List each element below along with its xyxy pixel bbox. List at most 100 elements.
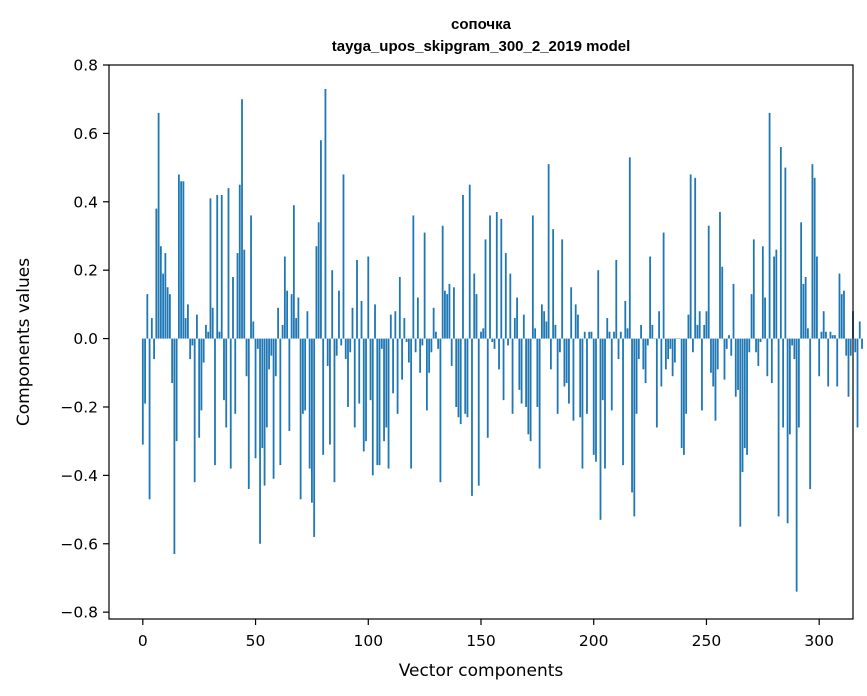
bar <box>522 314 525 339</box>
bar <box>676 338 679 340</box>
bar <box>410 338 413 469</box>
bar <box>595 338 597 462</box>
bar <box>615 259 618 339</box>
bar <box>333 338 336 483</box>
chart-subtitle: tayga_upos_skipgram_300_2_2019 model <box>332 38 631 55</box>
bar <box>407 338 410 363</box>
bar <box>511 338 514 414</box>
bar <box>414 338 417 353</box>
bar <box>613 331 615 339</box>
bar <box>491 338 494 342</box>
bar <box>441 225 444 339</box>
bar <box>791 338 794 346</box>
bar <box>637 338 640 360</box>
bar <box>689 174 692 339</box>
bar <box>838 273 841 339</box>
bar <box>439 338 442 483</box>
bar <box>274 338 277 377</box>
bar <box>624 300 627 339</box>
y-tick-label: 0.4 <box>73 193 98 211</box>
bar <box>453 287 455 339</box>
bar <box>816 256 818 339</box>
bar <box>710 338 712 373</box>
bar <box>220 194 223 339</box>
bar <box>730 338 733 356</box>
bar <box>739 338 742 527</box>
bar <box>329 338 331 445</box>
bar <box>423 232 426 339</box>
bar <box>256 338 259 349</box>
bar <box>728 335 730 339</box>
y-tick-label: −0.6 <box>60 535 98 553</box>
bar <box>795 338 798 592</box>
bar <box>448 283 451 339</box>
bar <box>288 338 291 431</box>
bar <box>698 311 701 339</box>
bar <box>430 338 433 353</box>
x-axis-label: Vector components <box>399 661 564 681</box>
bar <box>362 338 365 452</box>
bar <box>590 331 593 339</box>
bar <box>358 338 361 404</box>
bar <box>313 338 316 537</box>
bar <box>556 338 559 414</box>
bar <box>608 331 611 339</box>
bar <box>813 177 816 339</box>
y-tick-label: 0.6 <box>73 125 98 143</box>
bar <box>509 273 512 339</box>
bars-group <box>141 88 863 592</box>
x-tick-label: 150 <box>466 632 496 650</box>
bar <box>374 304 376 339</box>
y-tick-label: −0.8 <box>60 604 98 622</box>
bar <box>376 338 379 466</box>
bar <box>719 212 721 339</box>
bar <box>743 338 746 449</box>
bar <box>292 205 295 339</box>
bar <box>766 338 769 377</box>
bar <box>559 338 561 353</box>
bar <box>198 338 201 438</box>
bar <box>164 253 167 339</box>
bar <box>171 338 174 384</box>
bar <box>543 311 546 339</box>
bar <box>581 338 584 469</box>
bar <box>468 184 471 339</box>
bar <box>331 270 334 339</box>
bar <box>450 338 453 366</box>
bar <box>259 338 261 544</box>
bar <box>678 338 681 340</box>
bar <box>692 338 694 353</box>
bar <box>536 338 539 407</box>
bar <box>177 174 180 339</box>
bar <box>782 338 785 428</box>
bar <box>687 314 690 339</box>
bar <box>683 338 685 455</box>
bar <box>180 181 183 339</box>
bar <box>435 331 437 339</box>
bar <box>486 338 489 438</box>
bar <box>653 338 656 340</box>
x-axis-ticks: 0 50 100 150 200 250 300 <box>138 619 834 650</box>
bar <box>148 338 151 500</box>
bar <box>261 338 264 449</box>
bar <box>635 338 638 414</box>
bar <box>322 338 325 455</box>
bar <box>200 338 203 411</box>
bar <box>437 338 440 349</box>
bar <box>425 338 428 411</box>
bar <box>398 277 401 339</box>
bar <box>360 300 363 339</box>
y-axis-label: Components values <box>14 258 34 426</box>
bar <box>651 324 654 339</box>
bar <box>707 225 710 339</box>
bar <box>633 338 636 517</box>
bar <box>554 324 557 339</box>
bar <box>847 338 850 397</box>
bar <box>658 311 661 339</box>
chart-title: сопочка <box>451 16 512 33</box>
bar <box>631 338 633 493</box>
x-tick-label: 0 <box>138 632 148 650</box>
bar <box>254 338 257 459</box>
bar <box>218 331 221 339</box>
bar <box>243 249 246 339</box>
